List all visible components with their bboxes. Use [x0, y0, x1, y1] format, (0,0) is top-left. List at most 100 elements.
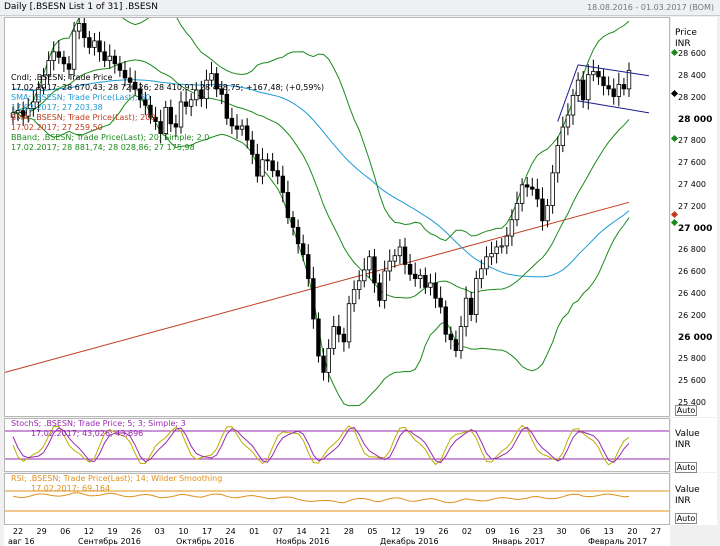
candle-body: [219, 88, 224, 95]
price-tick-label: 26 000: [678, 332, 713, 343]
candle-body: [382, 270, 387, 301]
candle-body: [616, 84, 622, 97]
stoch-axis[interactable]: Value INR Auto: [671, 418, 717, 473]
price-tick-label: 27 800: [678, 136, 706, 146]
stoch-auto-button[interactable]: Auto: [675, 462, 697, 473]
time-tick-label: 10: [178, 527, 189, 536]
bband-middle-line: [12, 59, 630, 299]
candle-body: [362, 269, 367, 282]
candle-body: [132, 81, 138, 90]
time-tick-label: 12: [83, 527, 94, 536]
candle-body: [163, 107, 168, 134]
candle-body: [234, 125, 240, 130]
candle-body: [621, 84, 627, 90]
candle-body: [143, 99, 148, 106]
price-tick-label: 28 000: [678, 114, 713, 125]
last-price-marker-icon: [670, 89, 679, 98]
time-tick-label: 19: [414, 527, 425, 536]
rsi-axis-unit: INR: [675, 496, 691, 506]
rsi-pane[interactable]: RSI; .BSESN; Trade Price(Last); 14; Wild…: [4, 473, 670, 525]
price-tick-label: 27 400: [678, 180, 706, 189]
candle-body: [336, 326, 342, 335]
candle-body: [606, 85, 611, 90]
candle-body: [224, 93, 230, 119]
time-tick-label: 20: [627, 527, 638, 536]
candle-body: [397, 246, 403, 257]
rsi-chart[interactable]: [5, 474, 669, 524]
time-axis[interactable]: 22 29 06 12 19 26 03 10 17 24 01 07 14 21 28 05 12 19 26 02…: [4, 525, 670, 546]
window-title: Daily [.BSESN List 1 of 31] .BSESN: [4, 2, 158, 12]
time-tick-label: 24: [225, 527, 236, 536]
candle-body: [178, 101, 184, 128]
candle-body: [387, 260, 392, 272]
legend-candle: Cndl; .BSESN; Trade Price 17.02.2017; 28…: [11, 73, 324, 153]
candle-body: [565, 114, 571, 128]
time-tick-label: 03: [154, 527, 165, 536]
candle-body: [433, 282, 438, 299]
rsi-auto-button[interactable]: Auto: [675, 513, 697, 524]
candle-body: [51, 51, 56, 61]
candle-body: [611, 88, 616, 97]
stoch-pane[interactable]: StochS; .BSESN; Trade Price; 5; 3; Simpl…: [4, 418, 670, 472]
price-tick-label: 27 200: [678, 201, 706, 211]
candle-body: [306, 254, 311, 280]
candle-body: [250, 139, 255, 155]
candle-body: [443, 306, 448, 335]
time-month-label: авг 16: [8, 537, 35, 546]
candle-body: [372, 256, 377, 284]
bband-upper-line: [12, 18, 630, 242]
candle-body: [270, 160, 275, 172]
time-tick-label: 28: [343, 527, 354, 536]
time-tick-label: 12: [390, 527, 402, 536]
time-tick-label: 26: [438, 527, 449, 536]
candle-body: [530, 186, 535, 190]
legend-candle-title: Cndl; .BSESN; Trade Price: [11, 73, 113, 82]
stoch-axis-unit: INR: [675, 440, 691, 450]
candle-body: [448, 333, 454, 341]
candle-body: [280, 175, 286, 193]
candle-body: [463, 297, 469, 327]
price-tick-label: 27 000: [678, 223, 713, 234]
candle-body: [194, 89, 199, 101]
price-pane[interactable]: Cndl; .BSESN; Trade Price 17.02.2017; 28…: [4, 17, 670, 417]
candle-body: [275, 170, 280, 177]
candle-body: [31, 101, 36, 109]
bband-upper-marker-icon: [670, 48, 679, 57]
candle-body: [453, 339, 459, 351]
candle-body: [46, 60, 51, 77]
bband-lower-marker-icon: [670, 218, 679, 227]
channel-bottom-line: [578, 100, 650, 114]
candle-body: [255, 153, 260, 177]
time-tick-label: 26: [131, 527, 142, 536]
legend-sma50-values: 17.02.2017; 27 203,38: [11, 103, 103, 112]
candle-body: [153, 116, 158, 122]
channel-left-line: [557, 64, 579, 122]
candle-body: [173, 123, 179, 128]
candle-body: [514, 202, 520, 221]
price-auto-button[interactable]: Auto: [675, 405, 697, 416]
time-month-label: Январь 2017: [492, 537, 546, 546]
rsi-axis[interactable]: Value INR Auto: [671, 473, 717, 525]
candle-body: [580, 79, 586, 101]
candle-body: [331, 326, 336, 349]
candle-body: [122, 69, 128, 79]
candle-body: [575, 79, 581, 96]
candle-body: [117, 63, 123, 71]
time-tick-label: 13: [603, 527, 614, 536]
candle-body: [407, 264, 413, 275]
price-axis[interactable]: Price INR 28 600 28 400 28 200 28 000 27 800…: [670, 17, 717, 417]
stoch-chart[interactable]: [5, 419, 669, 471]
price-chart[interactable]: [5, 18, 669, 416]
price-tick-label: 28 200: [678, 92, 706, 102]
candle-body: [183, 101, 189, 107]
price-tick-label: 28 400: [678, 70, 706, 80]
candle-body: [326, 347, 331, 373]
candle-body: [524, 184, 530, 188]
candle-body: [260, 159, 265, 177]
time-tick-label: 27: [650, 527, 662, 536]
candle-body: [418, 274, 423, 280]
candle-body: [626, 69, 632, 90]
price-tick-label: 25 600: [678, 376, 706, 386]
candle-body: [560, 126, 566, 146]
